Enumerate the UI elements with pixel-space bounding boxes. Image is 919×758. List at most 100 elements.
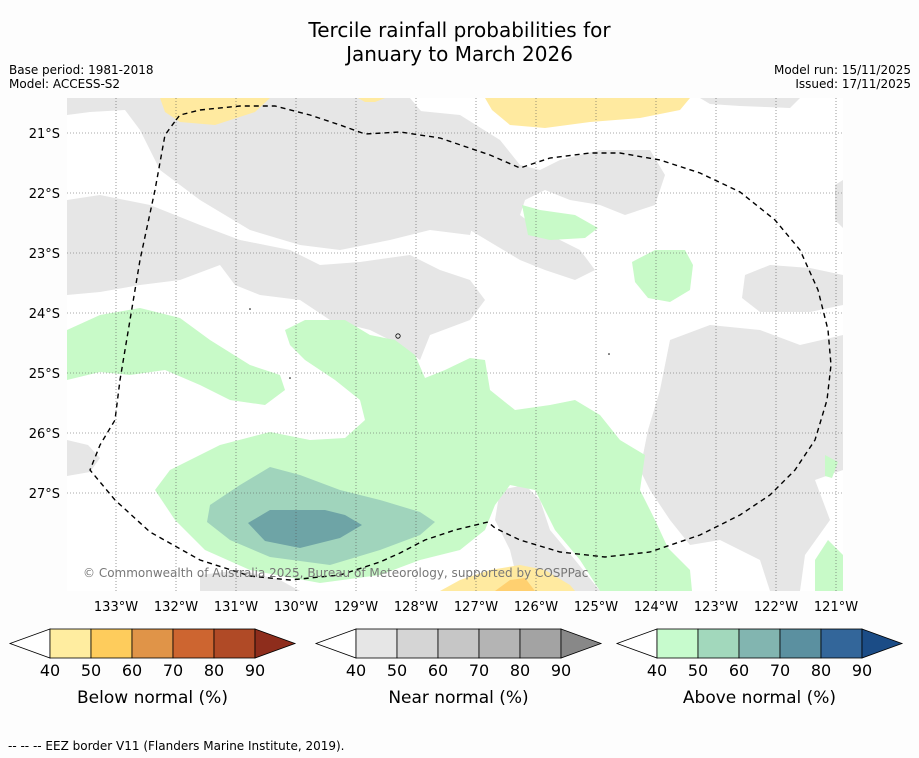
colorbar-tick: 80 bbox=[204, 661, 224, 680]
colorbar-segment bbox=[213, 628, 256, 659]
colorbar-above: 40 50 60 70 80 90 Above normal (%) bbox=[615, 628, 904, 708]
above-normal-40-northeast bbox=[632, 250, 693, 302]
model-run: Model run: 15/11/2025 bbox=[773, 63, 911, 77]
colorbar-segment bbox=[519, 628, 562, 659]
lon-label: 127°W bbox=[454, 600, 498, 615]
colorbar-tick: 90 bbox=[852, 661, 872, 680]
colorbar-near: 40 50 60 70 80 90 Near normal (%) bbox=[314, 628, 603, 708]
colorbar-tick: 80 bbox=[811, 661, 831, 680]
colorbar-tick: 90 bbox=[245, 661, 265, 680]
colorbar-segment bbox=[49, 628, 92, 659]
above-normal-40-east-small bbox=[825, 455, 838, 478]
below-normal-40-north-small bbox=[358, 98, 385, 102]
copyright-text: © Commonwealth of Australia 2025, Bureau… bbox=[83, 566, 588, 580]
colorbar-segment bbox=[478, 628, 521, 659]
above-normal-60 bbox=[248, 510, 362, 548]
colorbar-tick: 80 bbox=[510, 661, 530, 680]
below-normal-40-south bbox=[440, 565, 575, 591]
lon-label: 124°W bbox=[634, 600, 678, 615]
near-normal-region-west-small bbox=[67, 440, 100, 476]
colorbar-tick: 50 bbox=[688, 661, 708, 680]
near-normal-region-west-band bbox=[67, 195, 485, 360]
lon-label: 131°W bbox=[214, 600, 258, 615]
latitude-labels: 21°S 22°S 23°S 24°S 25°S 26°S 27°S bbox=[29, 127, 60, 502]
colorbar-segment bbox=[656, 628, 699, 659]
colorbar-tick: 50 bbox=[81, 661, 101, 680]
lat-label: 26°S bbox=[29, 427, 60, 442]
lon-label: 133°W bbox=[94, 600, 138, 615]
near-normal-region-north-central bbox=[410, 110, 665, 280]
longitude-labels: 133°W 132°W 131°W 130°W 129°W 128°W 127°W 126°W… bbox=[94, 600, 858, 615]
lat-label: 23°S bbox=[29, 247, 60, 262]
colorbar-segment bbox=[738, 628, 781, 659]
colorbar-tick: 60 bbox=[729, 661, 749, 680]
island-marker bbox=[608, 353, 610, 355]
lat-label: 27°S bbox=[29, 487, 60, 502]
below-normal-40-north bbox=[160, 98, 270, 125]
lat-label: 24°S bbox=[29, 307, 60, 322]
base-period: Base period: 1981-2018 bbox=[9, 63, 154, 77]
colorbar-segment bbox=[437, 628, 480, 659]
colorbar-tick: 40 bbox=[40, 661, 60, 680]
meta-right: Model run: 15/11/2025 Issued: 17/11/2025 bbox=[774, 63, 911, 91]
near-normal-region-east-blob bbox=[742, 265, 843, 312]
colorbar-extend-high bbox=[560, 628, 603, 659]
above-normal-40-north bbox=[522, 205, 598, 240]
island-markers bbox=[249, 308, 610, 379]
below-normal-50-south bbox=[495, 578, 535, 591]
meta-left: Base period: 1981-2018 Model: ACCESS-S2 bbox=[9, 63, 154, 91]
eez-border bbox=[89, 105, 832, 581]
near-normal-region-south-center bbox=[495, 485, 600, 591]
colorbar-label: Near normal (%) bbox=[388, 688, 528, 708]
title-line-1: Tercile rainfall probabilities for bbox=[308, 18, 611, 42]
colorbar-tick: 60 bbox=[122, 661, 142, 680]
colorbar-tick: 70 bbox=[163, 661, 183, 680]
lat-label: 25°S bbox=[29, 367, 60, 382]
lon-label: 130°W bbox=[274, 600, 318, 615]
colorbar-segment bbox=[820, 628, 863, 659]
colorbar-segment bbox=[779, 628, 822, 659]
lon-label: 122°W bbox=[754, 600, 798, 615]
colorbar-extend-high bbox=[861, 628, 904, 659]
colorbar-segment bbox=[396, 628, 439, 659]
gridlines bbox=[67, 98, 843, 591]
colorbar-tick: 40 bbox=[647, 661, 667, 680]
below-normal-40-north-east bbox=[485, 98, 690, 128]
colorbar-tick: 50 bbox=[387, 661, 407, 680]
colorbar-extend-low bbox=[314, 628, 357, 659]
lon-label: 125°W bbox=[574, 600, 618, 615]
colorbar-extend-low bbox=[615, 628, 658, 659]
title-line-2: January to March 2026 bbox=[346, 42, 573, 66]
lon-label: 129°W bbox=[334, 600, 378, 615]
chart-title: Tercile rainfall probabilities for Janua… bbox=[0, 18, 919, 66]
colorbars: 40 50 60 70 80 90 Below normal (%) 40 50 60 70 80 90… bbox=[8, 628, 904, 708]
near-normal-region-southeast bbox=[640, 325, 843, 591]
colorbar-label: Below normal (%) bbox=[77, 688, 228, 708]
colorbar-tick: 60 bbox=[428, 661, 448, 680]
near-normal-region-west-notch bbox=[67, 245, 92, 268]
model-name: Model: ACCESS-S2 bbox=[9, 77, 121, 91]
lat-label: 21°S bbox=[29, 127, 60, 142]
colorbar-below: 40 50 60 70 80 90 Below normal (%) bbox=[8, 628, 297, 708]
colorbar-tick: 40 bbox=[346, 661, 366, 680]
eez-footnote: -- -- -- EEZ border V11 (Flanders Marine… bbox=[8, 739, 345, 753]
near-normal-region-south-west bbox=[200, 570, 300, 591]
colorbar-segment bbox=[90, 628, 133, 659]
lon-label: 126°W bbox=[514, 600, 558, 615]
island-marker bbox=[395, 333, 401, 339]
lon-label: 123°W bbox=[694, 600, 738, 615]
lon-label: 121°W bbox=[814, 600, 858, 615]
lon-label: 128°W bbox=[394, 600, 438, 615]
colorbar-segment bbox=[355, 628, 398, 659]
colorbar-segment bbox=[697, 628, 740, 659]
colorbar-extend-high bbox=[254, 628, 297, 659]
map-plot-area: © Commonwealth of Australia 2025, Bureau… bbox=[67, 98, 843, 591]
lat-label: 22°S bbox=[29, 187, 60, 202]
island-marker bbox=[289, 377, 291, 379]
colorbar-segment bbox=[172, 628, 215, 659]
colorbar-label: Above normal (%) bbox=[683, 688, 836, 708]
issued-date: Issued: 17/11/2025 bbox=[795, 77, 911, 91]
near-normal-region-east-edge bbox=[835, 180, 843, 228]
island-marker bbox=[249, 308, 251, 310]
